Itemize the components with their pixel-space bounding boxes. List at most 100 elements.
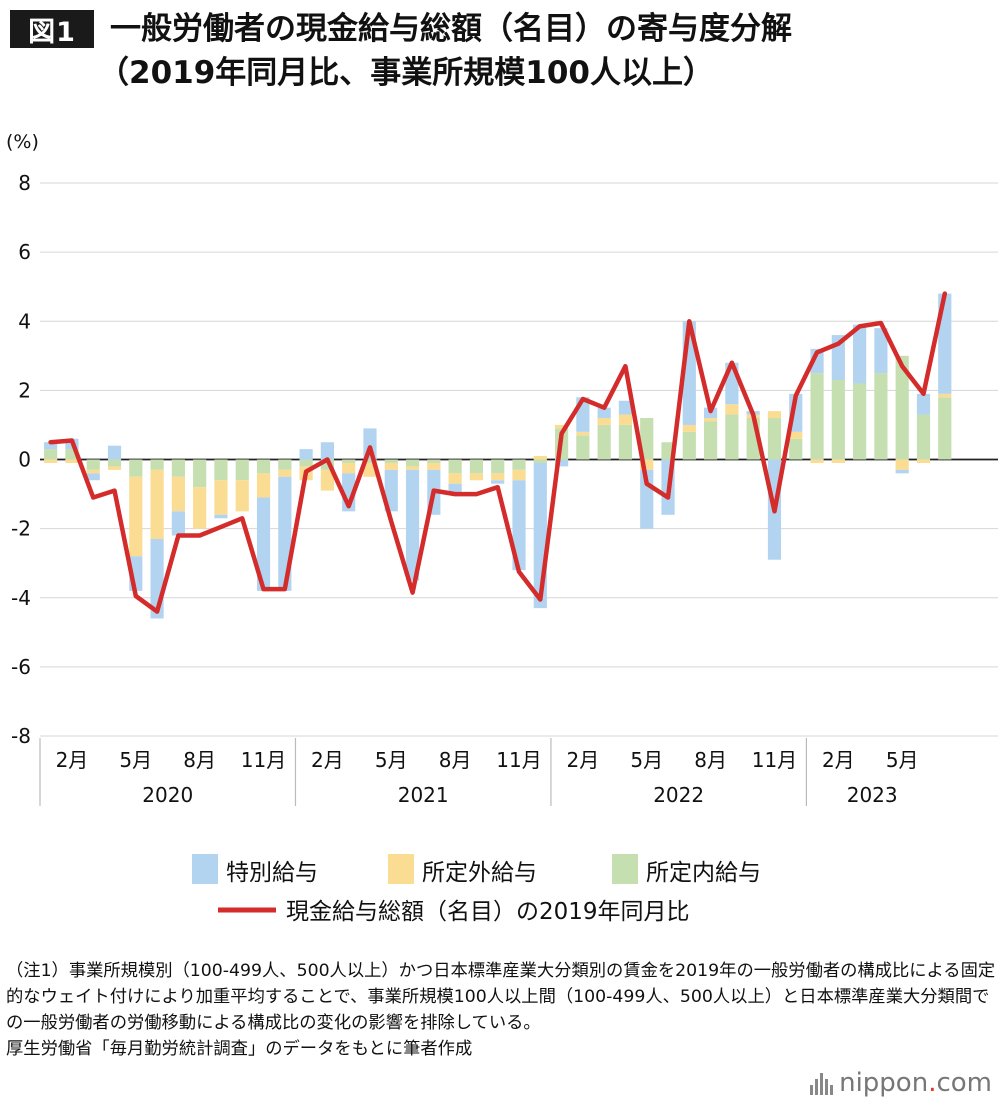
- x-month-label: 8月: [694, 748, 727, 772]
- bar-segment: [256, 459, 271, 474]
- bar-segment: [533, 459, 547, 463]
- bar-segment: [405, 459, 420, 467]
- bar-segment: [320, 469, 334, 491]
- x-month-label: 8月: [439, 748, 472, 772]
- bar-segment: [895, 459, 909, 470]
- y-tick-label: 4: [18, 309, 31, 333]
- bar-segment: [405, 466, 420, 470]
- x-year-label: 2020: [142, 783, 193, 807]
- x-month-label: 8月: [183, 748, 216, 772]
- bar-segment: [704, 421, 718, 460]
- bar-segment: [214, 514, 228, 519]
- bar-segment: [448, 473, 462, 484]
- bar-segment: [363, 459, 377, 463]
- bar-segment: [554, 459, 569, 467]
- bar-segment: [512, 459, 526, 470]
- x-year-label: 2023: [847, 783, 898, 807]
- bar-segment: [554, 424, 569, 429]
- logo-suffix: .com: [928, 1068, 992, 1098]
- bar-segment: [320, 442, 334, 460]
- x-year-label: 2022: [653, 783, 704, 807]
- bar-segment: [44, 449, 58, 460]
- y-tick-label: -6: [11, 655, 31, 679]
- x-month-label: 11月: [752, 748, 797, 772]
- bar-segment: [107, 445, 122, 460]
- bar-segment: [938, 397, 952, 460]
- bar-segment: [384, 459, 398, 463]
- legend-label: 特別給与: [226, 860, 318, 886]
- x-month-label: 2月: [56, 748, 89, 772]
- bar-segment: [618, 414, 633, 425]
- y-tick-label: -8: [11, 724, 31, 748]
- bar-segment: [491, 473, 505, 481]
- bar-segment: [789, 431, 803, 439]
- legend-label: 現金給与総額（名目）の2019年同月比: [286, 899, 690, 925]
- x-month-label: 5月: [119, 748, 152, 772]
- bar-segment: [86, 473, 100, 481]
- bar-segment: [44, 459, 58, 463]
- x-year-label: 2021: [398, 783, 449, 807]
- bar-segment: [86, 459, 100, 470]
- bar-segment: [44, 442, 58, 450]
- bar-segment: [810, 373, 824, 460]
- x-month-label: 2月: [311, 748, 344, 772]
- figure-badge: 図1: [10, 10, 94, 48]
- bar-segment: [576, 431, 590, 436]
- bar-segment: [129, 476, 143, 557]
- bar-segment: [895, 355, 909, 460]
- bar-segment: [853, 324, 867, 384]
- bar-segment: [597, 418, 611, 425]
- legend-swatch: [192, 854, 218, 884]
- bar-segment: [874, 373, 888, 460]
- bar-segment: [171, 511, 185, 536]
- x-month-label: 2月: [822, 748, 855, 772]
- bar-segment: [278, 459, 292, 470]
- bar-segment: [171, 476, 185, 512]
- x-month-label: 11月: [496, 748, 541, 772]
- y-axis-unit-label: (%): [6, 131, 39, 153]
- bar-segment: [256, 473, 271, 498]
- x-month-label: 11月: [241, 748, 286, 772]
- bar-segment: [725, 404, 739, 415]
- legend-label: 所定外給与: [422, 860, 537, 886]
- bar-segment: [384, 469, 398, 512]
- x-month-label: 2月: [566, 748, 599, 772]
- bar-segment: [193, 459, 207, 488]
- bar-segment: [831, 459, 845, 463]
- bar-segment: [767, 411, 782, 419]
- bar-segment: [640, 418, 654, 460]
- bar-segment: [682, 431, 696, 460]
- legend-swatch: [612, 854, 638, 884]
- logo-dot: .: [928, 1068, 937, 1098]
- bar-segment: [469, 459, 484, 474]
- bar-segment: [299, 459, 313, 467]
- bar-segment: [405, 469, 420, 581]
- note-1: （注1）事業所規模別（100-499人、500人以上）かつ日本標準産業大分類別の…: [6, 961, 996, 1033]
- y-tick-label: -2: [11, 517, 31, 541]
- bar-segment: [916, 414, 931, 460]
- bar-segment: [193, 487, 207, 529]
- bar-segment: [214, 480, 228, 515]
- x-month-label: 5月: [886, 748, 919, 772]
- y-tick-label: 0: [18, 448, 31, 472]
- bar-segment: [342, 459, 356, 463]
- bar-segment: [129, 459, 143, 477]
- bar-segment: [810, 459, 824, 463]
- bar-segment: [342, 462, 356, 474]
- bar-segment: [916, 459, 931, 463]
- bar-segment: [640, 459, 654, 470]
- bar-segment: [214, 459, 228, 481]
- bar-segment: [107, 466, 122, 470]
- bar-segment: [427, 462, 441, 470]
- bar-segment: [448, 459, 462, 474]
- bar-segment: [938, 393, 952, 398]
- bar-segment: [512, 480, 526, 571]
- bar-segment: [65, 459, 79, 463]
- y-tick-label: 6: [18, 240, 31, 264]
- bar-segment: [916, 393, 931, 415]
- bar-segment: [618, 400, 633, 415]
- bar-segment: [682, 424, 696, 432]
- bar-segment: [469, 473, 484, 481]
- bar-segment: [299, 449, 313, 460]
- bar-segment: [874, 328, 888, 374]
